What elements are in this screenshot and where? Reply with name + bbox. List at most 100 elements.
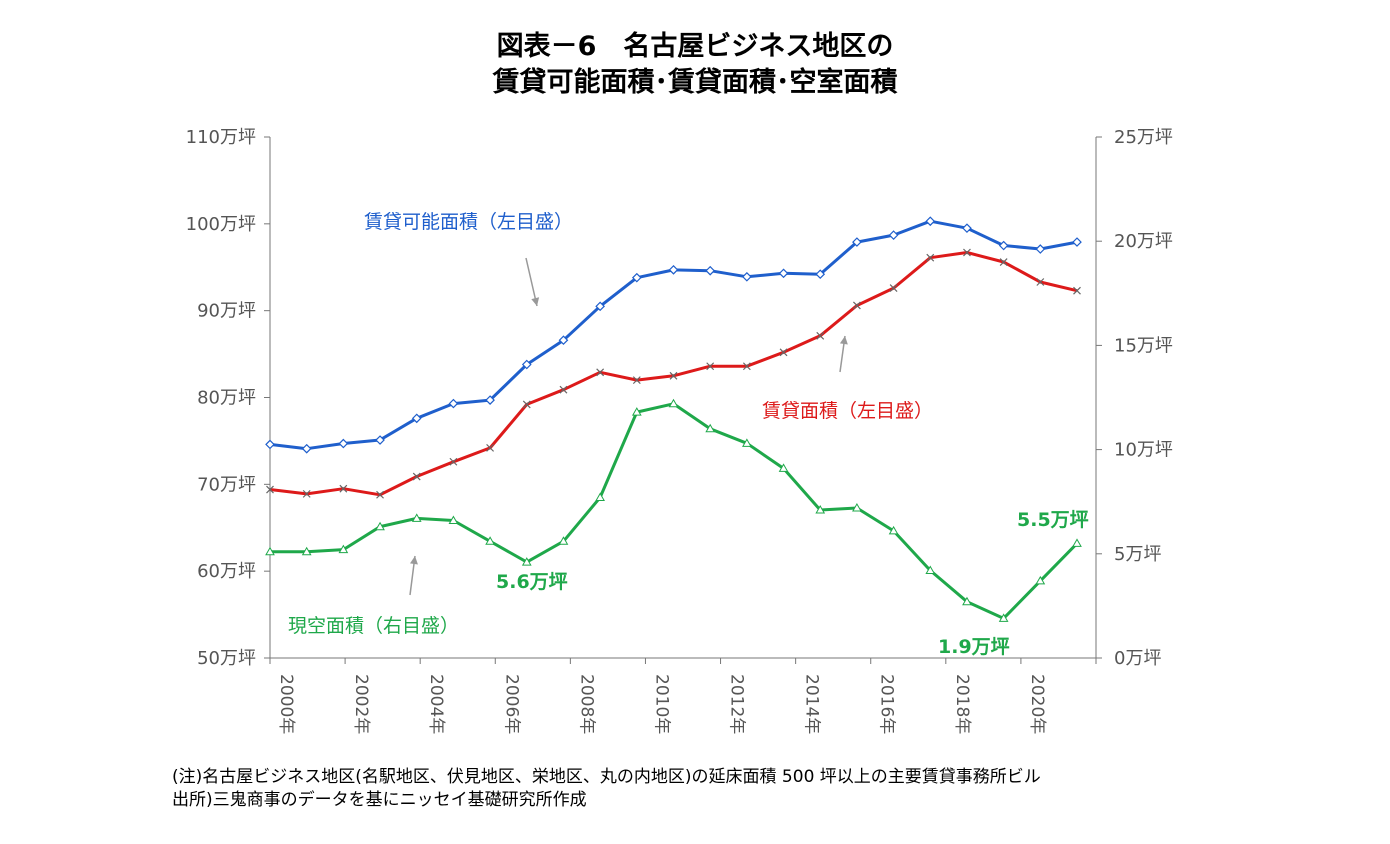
annotation-1-9: 1.9万坪 xyxy=(938,636,1010,658)
data-point-marker xyxy=(852,237,862,247)
data-point-marker xyxy=(266,485,274,494)
data-point-marker xyxy=(375,521,385,531)
data-point-marker xyxy=(265,439,275,450)
series-label-leased: 賃貸面積（左目盛） xyxy=(762,400,933,422)
data-point-marker xyxy=(522,400,531,409)
x-axis-tick-label: 2012年 xyxy=(727,674,747,734)
pointer-arrow-rentable-head xyxy=(531,297,540,306)
data-point-marker xyxy=(1035,244,1046,254)
x-axis-tick-label: 2020年 xyxy=(1027,674,1047,734)
data-point-marker xyxy=(596,368,605,377)
x-axis-tick-label: 2016年 xyxy=(877,674,897,734)
data-point-marker xyxy=(778,268,789,279)
data-point-marker xyxy=(668,398,679,408)
data-point-marker xyxy=(521,557,532,566)
data-point-marker xyxy=(338,544,349,554)
data-point-marker xyxy=(668,265,679,275)
right-axis-tick-label: 10万坪 xyxy=(1114,440,1173,461)
data-point-marker xyxy=(815,505,826,514)
data-point-marker xyxy=(485,395,495,405)
x-axis-tick-label: 2010年 xyxy=(651,674,671,734)
right-axis-tick-label: 5万坪 xyxy=(1114,544,1161,565)
data-point-marker xyxy=(669,371,678,380)
data-point-marker xyxy=(779,348,788,357)
left-axis-tick-label: 80万坪 xyxy=(197,388,256,409)
data-point-marker xyxy=(778,463,789,472)
series-label-vacant: 現空面積（右目盛） xyxy=(288,615,459,637)
annotation-5-5: 5.5万坪 xyxy=(1017,509,1089,531)
data-point-marker xyxy=(888,230,899,240)
left-axis-tick-label: 100万坪 xyxy=(186,214,256,235)
x-axis-tick-label: 2002年 xyxy=(351,674,371,734)
data-point-marker xyxy=(486,443,495,452)
data-point-marker xyxy=(339,484,348,493)
right-axis-tick-label: 0万坪 xyxy=(1114,648,1161,669)
data-point-marker xyxy=(595,301,605,312)
left-axis-tick-label: 60万坪 xyxy=(197,561,256,582)
data-point-marker xyxy=(412,472,421,481)
data-point-marker xyxy=(962,596,972,606)
data-point-marker xyxy=(926,253,935,262)
data-point-marker xyxy=(375,435,385,445)
data-point-marker xyxy=(558,335,569,346)
annotation-5-6: 5.6万坪 xyxy=(496,571,568,593)
data-point-marker xyxy=(448,398,459,409)
data-point-marker xyxy=(999,258,1008,266)
data-point-marker xyxy=(376,490,384,499)
data-point-marker xyxy=(449,457,458,466)
data-point-marker xyxy=(302,489,311,498)
pointer-arrow-vacant-head xyxy=(410,556,418,565)
data-point-marker xyxy=(631,272,642,283)
x-axis-tick-label: 2004年 xyxy=(426,674,446,734)
data-point-marker xyxy=(1035,575,1046,585)
data-point-marker xyxy=(925,565,936,574)
data-point-marker xyxy=(852,502,862,512)
data-point-marker xyxy=(963,248,971,257)
chart-title-line-1: 図表－6 名古屋ビジネス地区の xyxy=(496,31,894,62)
footnote-source: 出所)三鬼商事のデータを基にニッセイ基礎研究所作成 xyxy=(172,790,587,810)
data-point-marker xyxy=(559,385,568,394)
data-point-marker xyxy=(631,407,642,416)
data-point-marker xyxy=(888,525,899,535)
series-lines xyxy=(265,216,1082,622)
data-point-marker xyxy=(411,413,422,424)
data-point-marker xyxy=(632,376,641,385)
series-line-2 xyxy=(270,402,1079,620)
x-axis-tick-label: 2018年 xyxy=(952,674,972,734)
series-line-1 xyxy=(269,251,1078,497)
data-point-marker xyxy=(1073,286,1081,295)
right-axis-tick-label: 20万坪 xyxy=(1114,231,1173,252)
data-point-marker xyxy=(595,492,605,502)
data-point-marker xyxy=(815,269,826,280)
left-axis-tick-label: 90万坪 xyxy=(197,301,256,322)
left-axis-tick-label: 110万坪 xyxy=(186,127,256,148)
right-axis-tick-label: 25万坪 xyxy=(1114,127,1173,148)
x-axis-tick-label: 2014年 xyxy=(802,674,822,734)
right-axis-tick-label: 15万坪 xyxy=(1114,335,1173,356)
data-point-marker xyxy=(265,546,275,556)
data-point-marker xyxy=(742,271,752,282)
data-point-marker xyxy=(1072,538,1082,547)
pointer-arrow-rentable xyxy=(525,257,538,307)
axes: 50万坪 60万坪 70万坪 80万坪 90万坪 100万坪 110万坪 0万坪 5万坪 10万坪… xyxy=(186,127,1173,734)
left-axis-tick-label: 70万坪 xyxy=(197,474,256,495)
series-label-rentable: 賃貸可能面積（左目盛） xyxy=(364,211,573,233)
data-point-marker xyxy=(998,613,1009,622)
data-point-marker xyxy=(1036,278,1045,286)
data-point-marker xyxy=(485,536,495,545)
data-point-marker xyxy=(301,546,312,556)
data-point-marker xyxy=(852,301,861,310)
x-axis-tick-label: 2008年 xyxy=(576,674,596,734)
data-point-marker xyxy=(338,438,349,449)
data-point-marker xyxy=(411,513,422,522)
data-point-marker xyxy=(521,359,532,370)
left-axis-tick-label: 50万坪 xyxy=(197,648,256,669)
data-point-marker xyxy=(301,443,312,454)
footnote-note: (注)名古屋ビジネス地区(名駅地区、伏見地区、栄地区、丸の内地区)の延床面積 5… xyxy=(172,767,1041,787)
data-point-marker xyxy=(705,265,716,276)
data-point-marker xyxy=(706,362,715,371)
data-point-marker xyxy=(889,284,898,293)
x-axis-tick-label: 2000年 xyxy=(276,674,296,734)
data-point-marker xyxy=(448,515,459,524)
